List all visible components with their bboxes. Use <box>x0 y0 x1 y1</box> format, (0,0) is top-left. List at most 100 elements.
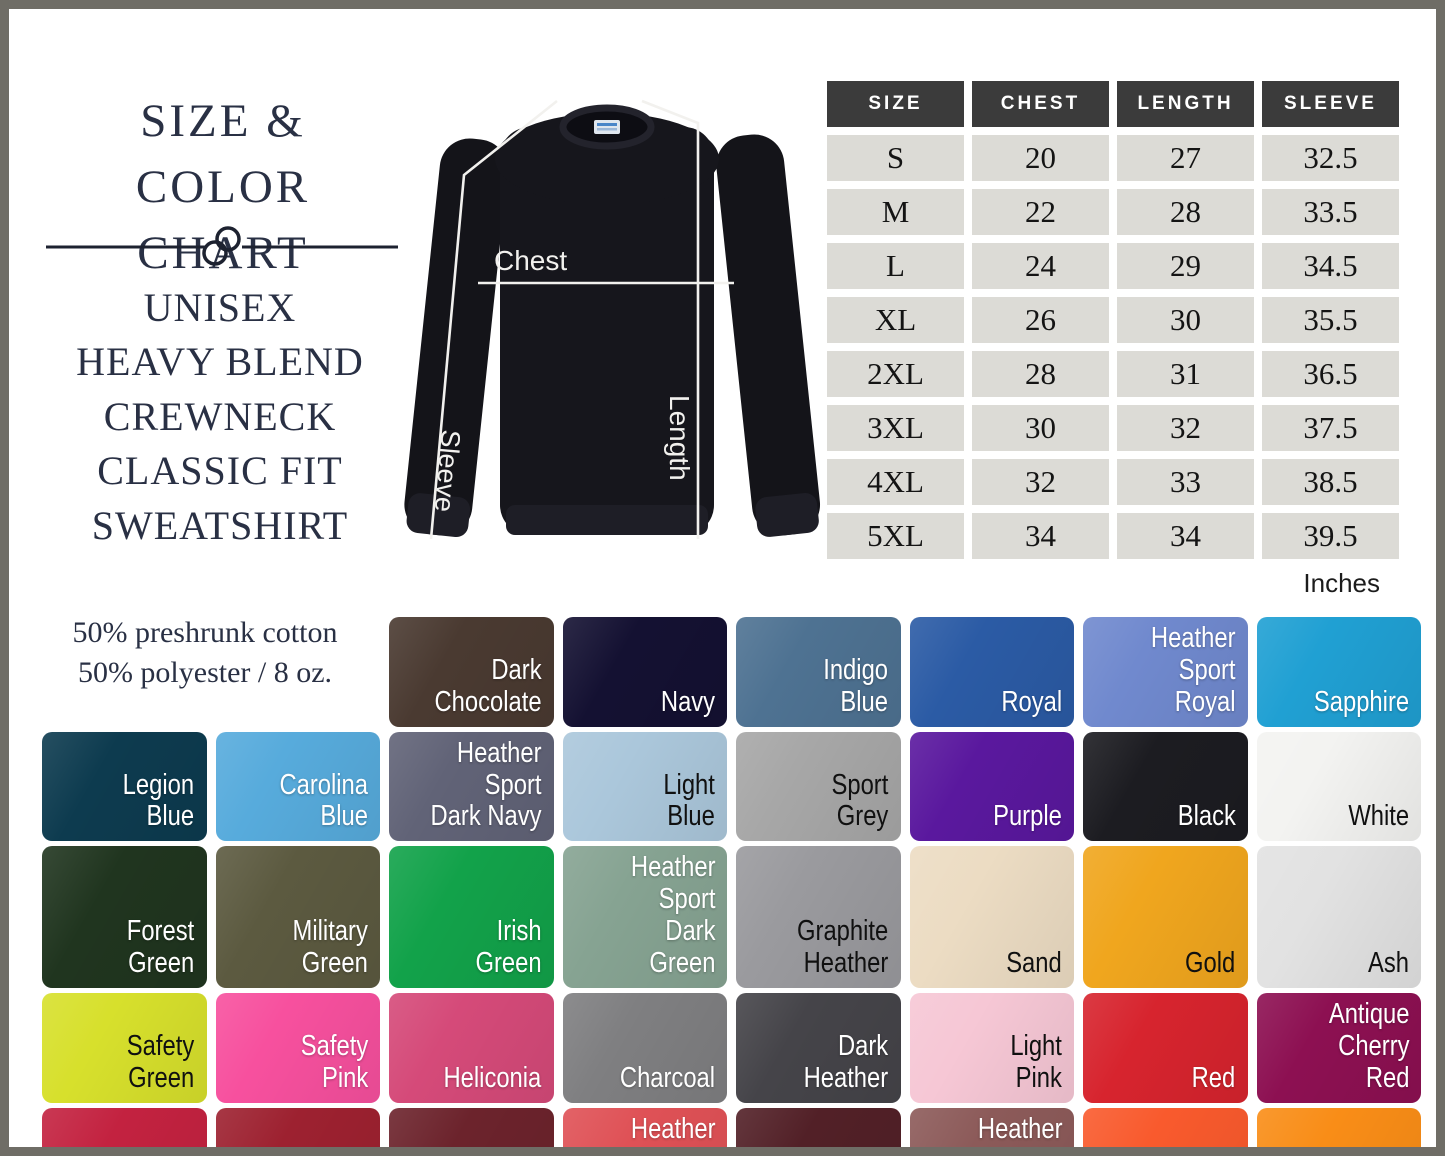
length-label: Length <box>664 395 695 481</box>
size-table-cell-xl-sleeve: 35.5 <box>1262 297 1399 343</box>
size-table-header-chest: CHEST <box>972 81 1109 127</box>
size-table-cell-s-length: 27 <box>1117 135 1254 181</box>
color-swatch-graphite-heather: Graphite Heather <box>736 846 901 988</box>
size-table: SIZE CHEST LENGTH SLEEVE S 20 27 32.5 M 22 28 33.5 L… <box>827 81 1399 559</box>
collar-tag <box>594 120 620 134</box>
color-swatch-dark-chocolate: Dark Chocolate <box>389 617 554 727</box>
color-swatch-heather-sport-scarlet-red: Heather SportScarlet Red <box>562 1107 727 1147</box>
size-table-cell-m-sleeve: 33.5 <box>1262 189 1399 235</box>
color-swatch-label: Antique Cherry Red <box>1328 997 1409 1094</box>
size-table-cell-m-size: M <box>827 189 964 235</box>
color-swatch-label: Sand <box>1006 947 1062 980</box>
color-swatch-label: Indigo Blue <box>823 653 889 718</box>
color-swatch-label: Dark Heather <box>803 1029 889 1094</box>
color-swatch-maroon: Maroon <box>736 1107 901 1147</box>
size-table-cell-l-size: L <box>827 243 964 289</box>
color-swatch-black: Black <box>1083 731 1248 842</box>
color-swatch-label: Ash <box>1368 947 1409 980</box>
color-swatch-sapphire: Sapphire <box>1256 617 1421 727</box>
size-table-cell-l-length: 29 <box>1117 243 1254 289</box>
size-table-cell-s-sleeve: 32.5 <box>1262 135 1399 181</box>
color-swatch-cardinal-red: CardinalRed <box>215 1107 380 1147</box>
color-swatch-safety-pink: Safety Pink <box>215 992 380 1103</box>
size-table-cell-3xl-length: 32 <box>1117 405 1254 451</box>
size-table-cell-5xl-length: 34 <box>1117 513 1254 559</box>
size-table-cell-3xl-size: 3XL <box>827 405 964 451</box>
color-swatch-label: Royal <box>1001 685 1062 718</box>
subtitle-line: CLASSIC FIT <box>97 448 343 494</box>
size-table-cell-5xl-chest: 34 <box>972 513 1109 559</box>
size-table-cell-2xl-size: 2XL <box>827 351 964 397</box>
subtitle-line: SWEATSHIRT <box>91 502 349 548</box>
color-swatch-dark-heather: Dark Heather <box>736 992 901 1103</box>
color-swatch-sand: Sand <box>909 846 1074 988</box>
size-table-cell-xl-chest: 26 <box>972 297 1109 343</box>
color-swatch-safety-green: Safety Green <box>42 992 207 1103</box>
color-swatch-white: White <box>1256 731 1421 842</box>
size-table-cell-xl-length: 30 <box>1117 297 1254 343</box>
sleeve-label: Sleeve <box>429 428 466 513</box>
color-swatch-charcoal: Charcoal <box>562 992 727 1103</box>
color-swatch-label: Dark Chocolate <box>434 653 542 718</box>
color-swatch-label: Heather SportScarlet Red <box>630 1112 715 1147</box>
product-subtitle: UNISEX HEAVY BLEND CREWNECK CLASSIC FIT … <box>34 281 406 553</box>
color-swatch-legion-blue: Legion Blue <box>42 731 207 842</box>
color-swatch-irish-green: Irish Green <box>389 846 554 988</box>
size-table-cell-m-chest: 22 <box>972 189 1109 235</box>
color-swatch-label: Black <box>1177 800 1236 833</box>
color-swatch-label: Gold <box>1185 947 1236 980</box>
subtitle-line: UNISEX <box>143 285 297 330</box>
color-swatch-label: Purple <box>993 800 1062 833</box>
color-swatch-antique-cherry-red: Antique Cherry Red <box>1256 992 1421 1103</box>
color-swatch-label: Sapphire <box>1313 685 1409 718</box>
page-title-line2: CHART <box>137 226 309 279</box>
color-swatch-light-pink: Light Pink <box>909 992 1074 1103</box>
color-swatch-heather-sport-dark-green: Heather Sport Dark Green <box>562 846 727 988</box>
color-swatch-light-blue: Light Blue <box>562 731 727 842</box>
fabric-line2: 50% polyester / 8 oz. <box>77 655 333 689</box>
color-swatch-indigo-blue: Indigo Blue <box>736 617 901 727</box>
color-swatch-military-green: Military Green <box>215 846 380 988</box>
inches-note: Inches <box>1303 568 1380 598</box>
color-swatch-label: White <box>1348 800 1409 833</box>
color-swatch-label: Carolina Blue <box>279 768 368 833</box>
color-swatch-heather-sport-dark-navy: Heather Sport Dark Navy <box>389 731 554 842</box>
color-swatch-label: Forest Green <box>127 915 195 980</box>
sweatshirt-diagram: Chest Sleeve Length <box>404 99 821 540</box>
color-swatch-purple: Purple <box>909 731 1074 842</box>
color-swatch-carolina-blue: Carolina Blue <box>215 731 380 842</box>
size-table-cell-5xl-sleeve: 39.5 <box>1262 513 1399 559</box>
size-table-cell-m-length: 28 <box>1117 189 1254 235</box>
color-swatch-label: Charcoal <box>619 1061 715 1094</box>
title-divider <box>46 226 398 266</box>
color-swatch-heliconia: Heliconia <box>389 992 554 1103</box>
chest-label: Chest <box>494 245 567 276</box>
color-swatch-label: Safety Pink <box>300 1029 368 1094</box>
size-table-cell-2xl-length: 31 <box>1117 351 1254 397</box>
color-swatch-red: Red <box>1083 992 1248 1103</box>
color-swatch-label: Heather Sport Dark Green <box>630 851 715 980</box>
color-swatch-forest-green: Forest Green <box>42 846 207 988</box>
size-table-cell-l-sleeve: 34.5 <box>1262 243 1399 289</box>
size-table-cell-2xl-sleeve: 36.5 <box>1262 351 1399 397</box>
color-swatch-label: Legion Blue <box>123 768 195 833</box>
color-swatch-label: Navy <box>660 685 715 718</box>
size-table-cell-xl-size: XL <box>827 297 964 343</box>
size-table-cell-s-size: S <box>827 135 964 181</box>
fabric-info: 50% preshrunk cotton 50% polyester / 8 o… <box>31 613 379 693</box>
size-table-header-size: SIZE <box>827 81 964 127</box>
size-table-cell-2xl-chest: 28 <box>972 351 1109 397</box>
color-swatch-label: Heather Sport Royal <box>1150 622 1236 718</box>
size-table-cell-4xl-chest: 32 <box>972 459 1109 505</box>
sleeve-measure-line <box>429 99 558 540</box>
size-table-cell-s-chest: 20 <box>972 135 1109 181</box>
color-swatch-garnet: Garnet <box>389 1107 554 1147</box>
size-table-cell-4xl-length: 33 <box>1117 459 1254 505</box>
color-swatch-label: Heliconia <box>443 1061 542 1094</box>
color-swatch-sport-grey: Sport Grey <box>736 731 901 842</box>
page-title: SIZE & COLOR CHART <box>47 89 399 286</box>
